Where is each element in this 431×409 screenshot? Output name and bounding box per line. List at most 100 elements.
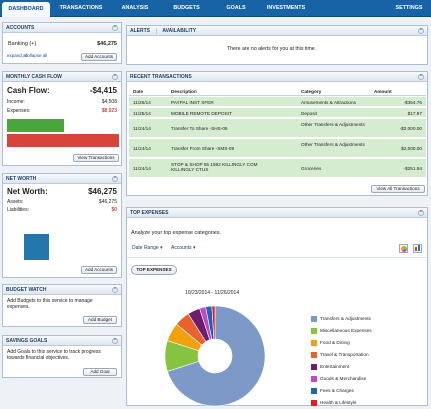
legend-label: Miscellaneous Expenses bbox=[320, 328, 372, 333]
expenses-label: Expenses: bbox=[7, 108, 31, 114]
recent-title: RECENT TRANSACTIONS bbox=[130, 74, 192, 80]
networth-header: NET WORTH ⌃ bbox=[3, 174, 121, 184]
row-date: 11/25/14 bbox=[133, 100, 151, 105]
legend-swatch bbox=[311, 376, 317, 382]
collapse-icon[interactable]: ⌃ bbox=[112, 287, 118, 293]
header-category[interactable]: Category bbox=[301, 89, 322, 94]
income-value: $4,508 bbox=[101, 99, 117, 105]
alerts-panel: ALERTS AVAILABILITY ⌃ There are no alert… bbox=[126, 25, 428, 65]
legend-swatch bbox=[311, 328, 317, 334]
add-budget-button[interactable]: Add Budget bbox=[83, 316, 117, 324]
tab-transactions[interactable]: TRANSACTIONS bbox=[59, 5, 103, 11]
savings-text: Add Goals to this service to track progr… bbox=[7, 349, 101, 361]
add-accounts-button[interactable]: Add Accounts bbox=[81, 53, 117, 61]
legend-label: Entertainment bbox=[320, 364, 350, 369]
collapse-icon[interactable]: ⌃ bbox=[418, 210, 424, 216]
legend-label: Travel & Transportation bbox=[320, 352, 369, 357]
table-row[interactable]: 11/25/14 PAYPAL INST XFER Amusements & A… bbox=[129, 97, 426, 107]
add-accounts-button[interactable]: Add Accounts bbox=[81, 266, 117, 274]
tab-goals[interactable]: GOALS bbox=[226, 5, 246, 11]
legend-swatch bbox=[311, 388, 317, 394]
chart-title: 10/23/2014 - 11/26/2014 bbox=[185, 290, 240, 296]
bar-chart-icon[interactable] bbox=[413, 244, 422, 253]
alerts-header: ALERTS AVAILABILITY ⌃ bbox=[127, 26, 427, 36]
top-expenses-title: TOP EXPENSES bbox=[130, 210, 169, 216]
row-date: 11/24/14 bbox=[133, 166, 151, 171]
row-description: Transfer From Share -SMS-09 bbox=[171, 146, 235, 151]
tab-settings[interactable]: SETTINGS bbox=[395, 5, 423, 11]
top-expenses-button[interactable]: TOP EXPENSES bbox=[131, 265, 177, 275]
row-description: STOP & SHOP 55 1592 KILLINGLY COM KILLIN… bbox=[171, 162, 258, 172]
row-description: Transfer To Share -SHS-05 bbox=[171, 126, 228, 131]
cashflow-panel: MONTHLY CASH FLOW ⌃ Cash Flow: -$4,415 In… bbox=[2, 71, 122, 166]
row-category: Amusements & Attractions bbox=[301, 100, 356, 105]
row-category: Other Transfers & Adjustments bbox=[301, 122, 365, 127]
legend-label: Transfers & Adjustments bbox=[320, 316, 371, 321]
legend-swatch bbox=[311, 316, 317, 322]
table-row[interactable]: 11/25/14 MOBILE REMOTE DEPOSIT Deposit $… bbox=[129, 108, 426, 118]
view-all-transactions-button[interactable]: View All Transactions bbox=[371, 185, 425, 193]
header-date[interactable]: Date bbox=[133, 89, 144, 94]
budget-header: BUDGET WATCH ⌃ bbox=[3, 285, 121, 295]
cashflow-label: Cash Flow: bbox=[7, 86, 50, 95]
legend-label: Health & Lifestyle bbox=[320, 400, 357, 405]
collapse-all-link[interactable]: collapse all bbox=[25, 53, 48, 58]
row-date: 11/24/14 bbox=[133, 126, 151, 131]
savings-header: SAVINGS GOALS ⌃ bbox=[3, 336, 121, 346]
header-amount[interactable]: Amount bbox=[374, 89, 392, 94]
table-row[interactable]: 11/24/14 Transfer From Share -SMS-09 Oth… bbox=[129, 139, 426, 158]
recent-header: RECENT TRANSACTIONS ⌃ bbox=[127, 72, 427, 82]
row-description: PAYPAL INST XFER bbox=[171, 100, 214, 105]
header-description[interactable]: Description bbox=[171, 89, 197, 94]
row-amount: -$2,000.00 bbox=[399, 126, 422, 131]
row-date: 11/25/14 bbox=[133, 111, 151, 116]
row-amount: -$251.94 bbox=[403, 166, 422, 171]
legend-swatch bbox=[311, 400, 317, 406]
collapse-icon[interactable]: ⌃ bbox=[112, 25, 118, 31]
tab-analysis[interactable]: ANALYSIS bbox=[121, 5, 149, 11]
legend-swatch bbox=[311, 364, 317, 370]
top-expenses-header: TOP EXPENSES ⌃ bbox=[127, 208, 427, 218]
pie-slice-7[interactable] bbox=[211, 305, 216, 340]
networth-panel: NET WORTH ⌃ Net Worth: $46,275 Assets: $4… bbox=[2, 173, 122, 278]
tab-dashboard[interactable]: DASHBOARD bbox=[2, 2, 50, 17]
collapse-icon[interactable]: ⌃ bbox=[418, 74, 424, 80]
legend-swatch bbox=[311, 352, 317, 358]
income-label: Income: bbox=[7, 99, 25, 105]
collapse-icon[interactable]: ⌃ bbox=[112, 338, 118, 344]
add-goal-button[interactable]: Add Goal bbox=[83, 368, 117, 376]
table-header-row: Date Description Category Amount bbox=[129, 87, 426, 96]
legend-label: Fees & Charges bbox=[320, 388, 354, 393]
table-row[interactable]: 11/24/14 STOP & SHOP 55 1592 KILLINGLY C… bbox=[129, 159, 426, 178]
row-amount: -$354.76 bbox=[403, 100, 422, 105]
date-range-dropdown[interactable]: Date Range ▾ bbox=[132, 245, 163, 251]
budget-title: BUDGET WATCH bbox=[6, 287, 47, 293]
collapse-icon[interactable]: ⌃ bbox=[112, 74, 118, 80]
accounts-dropdown[interactable]: Accounts ▾ bbox=[171, 245, 196, 251]
liabilities-value: $0 bbox=[111, 207, 117, 213]
view-transactions-button[interactable]: View Transactions bbox=[73, 154, 119, 162]
budget-panel: BUDGET WATCH ⌃ Add Budgets to this servic… bbox=[2, 284, 122, 327]
table-row[interactable]: 11/24/14 Transfer To Share -SHS-05 Other… bbox=[129, 119, 426, 138]
tab-alerts[interactable]: ALERTS bbox=[130, 28, 157, 34]
cashflow-header: MONTHLY CASH FLOW ⌃ bbox=[3, 72, 121, 82]
banking-label[interactable]: Banking (+) bbox=[8, 41, 37, 47]
row-category: Groceries bbox=[301, 166, 322, 171]
tab-availability[interactable]: AVAILABILITY bbox=[162, 28, 197, 34]
income-bar bbox=[7, 119, 64, 132]
tab-investments[interactable]: INVESTMENTS bbox=[266, 5, 306, 11]
top-expenses-subtitle: Analyze your top expense categories. bbox=[131, 230, 221, 236]
legend-swatch bbox=[311, 340, 317, 346]
collapse-icon[interactable]: ⌃ bbox=[112, 176, 118, 182]
assets-value: $46,275 bbox=[98, 199, 117, 205]
pie-slice-0[interactable] bbox=[167, 305, 266, 407]
collapse-icon[interactable]: ⌃ bbox=[418, 28, 424, 34]
accounts-panel: ACCOUNTS ⌃ Banking (+) $46,275 expand all… bbox=[2, 22, 122, 64]
budget-text: Add Budgets to this service to manage ex… bbox=[7, 298, 93, 310]
row-description: MOBILE REMOTE DEPOSIT bbox=[171, 111, 232, 116]
main-nav: DASHBOARD TRANSACTIONS ANALYSIS BUDGETS … bbox=[0, 0, 431, 17]
networth-label: Net Worth: bbox=[7, 187, 48, 196]
pie-chart-icon[interactable] bbox=[399, 244, 408, 253]
tab-budgets[interactable]: BUDGETS bbox=[173, 5, 200, 11]
expand-all-link[interactable]: expand all bbox=[7, 53, 28, 58]
